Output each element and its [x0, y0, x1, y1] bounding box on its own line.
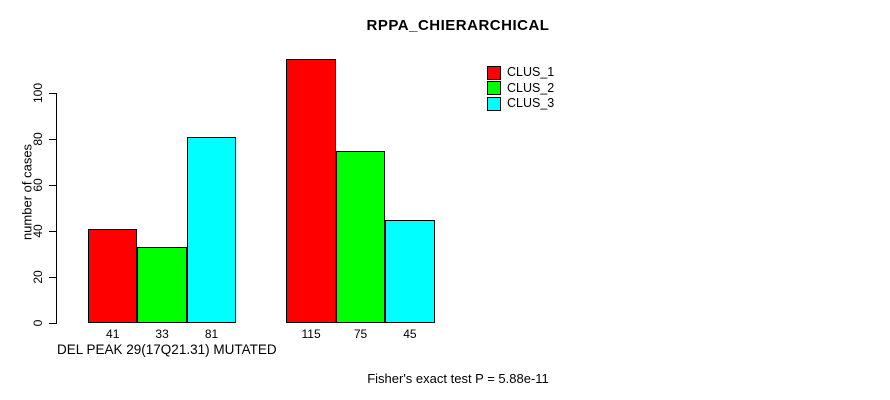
legend-label: CLUS_1 [507, 65, 555, 79]
legend-item-clus_1: CLUS_1 [487, 65, 555, 80]
y-tick-label: 0 [31, 319, 45, 327]
y-tick-label: 20 [31, 270, 45, 284]
y-tick [49, 323, 56, 324]
legend-swatch-icon [487, 96, 501, 111]
y-tick-label: 40 [31, 224, 45, 238]
bar-value-label: 33 [155, 327, 169, 341]
bar-value-label: 41 [106, 327, 120, 341]
bar-clus_2-group-2 [335, 150, 386, 323]
legend-item-clus_2: CLUS_2 [487, 80, 555, 96]
y-tick-label: 80 [31, 132, 45, 146]
chart-title: RPPA_CHIERARCHICAL [366, 17, 550, 34]
y-tick [49, 93, 56, 94]
bar-clus_1-group-2 [286, 58, 336, 323]
legend-label: CLUS_3 [507, 96, 555, 111]
y-tick [49, 277, 56, 278]
y-tick [49, 185, 56, 186]
legend-swatch-icon [487, 81, 501, 96]
bar-value-label: 81 [204, 327, 219, 341]
bar-clus_3-group-2 [385, 219, 435, 323]
bar-value-label: 115 [301, 327, 321, 341]
y-tick [49, 231, 56, 232]
bar-clus_1-group-1 [88, 228, 138, 323]
y-tick-label: 100 [31, 82, 45, 104]
legend-item-clus_3: CLUS_3 [487, 96, 555, 111]
legend-label: CLUS_2 [507, 80, 555, 95]
bar-clus_2-group-1 [137, 247, 187, 323]
y-axis-line [56, 93, 57, 324]
bar-clus_3-group-1 [186, 136, 237, 323]
y-tick [49, 139, 56, 140]
bar-value-label: 45 [403, 327, 417, 341]
bar-value-label: 75 [353, 327, 368, 341]
fisher-test-annotation: Fisher's exact test P = 5.88e-11 [367, 371, 549, 386]
y-tick-label: 60 [31, 178, 45, 192]
x-axis-label: DEL PEAK 29(17Q21.31) MUTATED [57, 342, 277, 357]
legend-swatch-icon [487, 65, 501, 80]
legend: CLUS_1 CLUS_2 CLUS_3 [487, 65, 555, 113]
